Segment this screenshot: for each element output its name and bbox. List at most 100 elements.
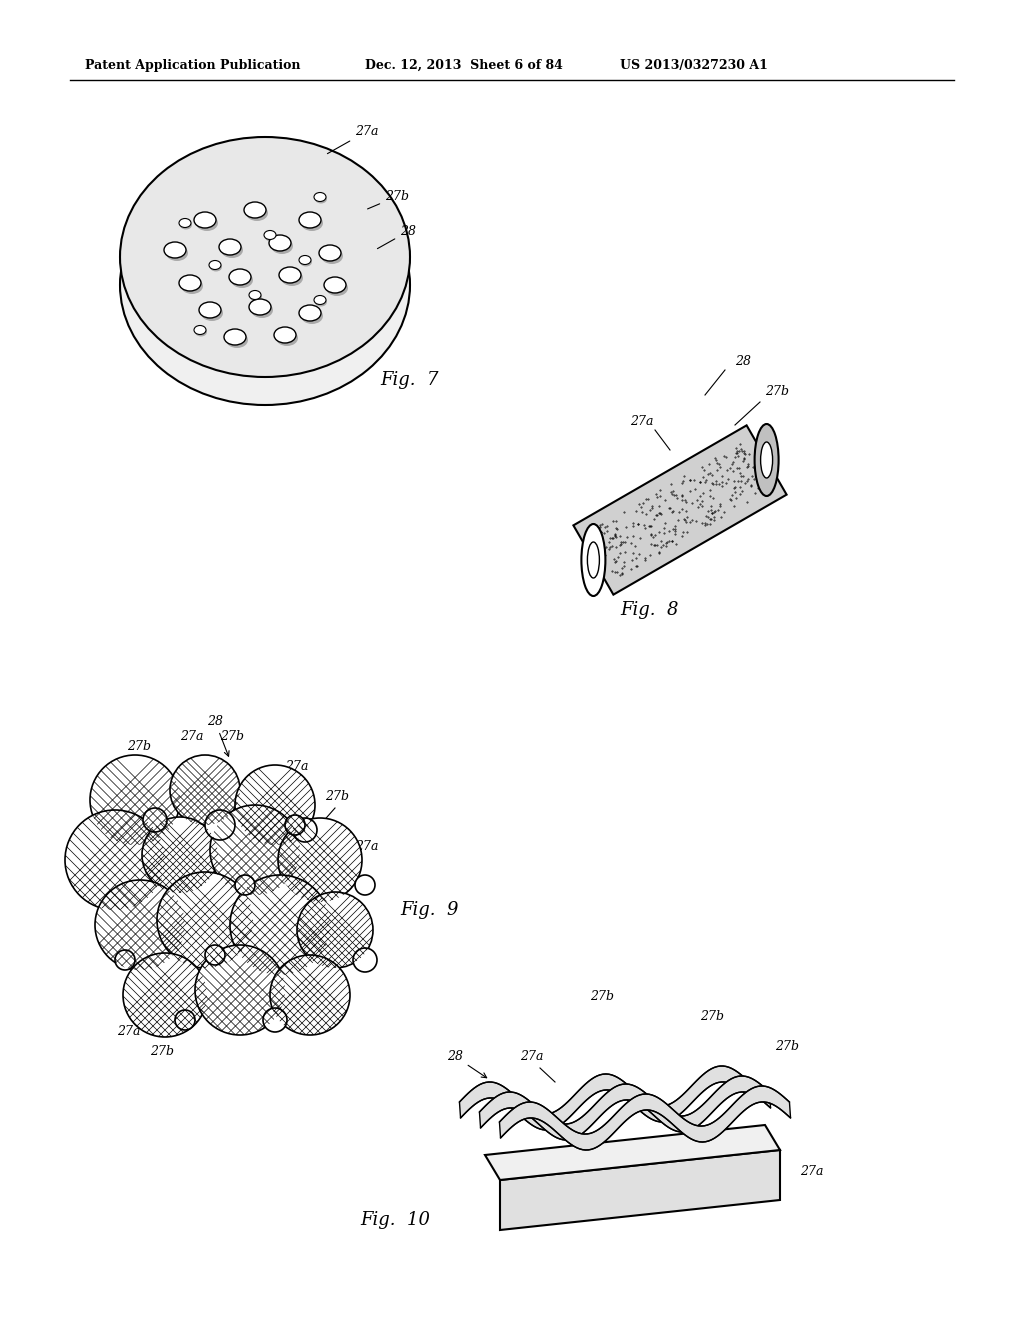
Text: 27b: 27b [127, 741, 151, 752]
Polygon shape [460, 1067, 751, 1130]
Text: 27a: 27a [117, 1026, 140, 1038]
Ellipse shape [229, 269, 251, 285]
Ellipse shape [194, 213, 216, 228]
Ellipse shape [249, 290, 261, 300]
Text: 27b: 27b [765, 385, 790, 399]
Circle shape [175, 1010, 195, 1030]
Ellipse shape [221, 242, 243, 257]
Text: 27b: 27b [775, 1040, 799, 1053]
Ellipse shape [761, 442, 772, 478]
Circle shape [123, 953, 207, 1038]
Ellipse shape [209, 260, 221, 269]
Ellipse shape [300, 257, 312, 267]
Text: 27a: 27a [328, 125, 379, 153]
Ellipse shape [120, 165, 410, 405]
Ellipse shape [166, 246, 188, 261]
Polygon shape [479, 1076, 770, 1140]
Polygon shape [500, 1086, 791, 1150]
Ellipse shape [315, 297, 327, 306]
Ellipse shape [279, 267, 301, 282]
Circle shape [293, 818, 317, 842]
Ellipse shape [326, 280, 348, 296]
Ellipse shape [301, 308, 323, 323]
Ellipse shape [264, 231, 276, 239]
Text: 27b: 27b [220, 730, 244, 743]
Text: 27a: 27a [180, 730, 204, 743]
Ellipse shape [276, 330, 298, 346]
Ellipse shape [226, 333, 248, 348]
Polygon shape [485, 1125, 780, 1180]
Circle shape [195, 945, 285, 1035]
Text: Fig.  7: Fig. 7 [380, 371, 438, 389]
Ellipse shape [120, 137, 410, 378]
Ellipse shape [181, 279, 203, 294]
Ellipse shape [251, 302, 273, 318]
Circle shape [65, 810, 165, 909]
Ellipse shape [299, 305, 321, 321]
Circle shape [353, 948, 377, 972]
Ellipse shape [210, 263, 222, 272]
Ellipse shape [195, 327, 207, 337]
Circle shape [90, 755, 180, 845]
Text: Patent Application Publication: Patent Application Publication [85, 58, 300, 71]
Ellipse shape [315, 194, 327, 203]
Ellipse shape [249, 300, 271, 315]
Ellipse shape [196, 215, 218, 231]
Text: 27b: 27b [325, 789, 349, 803]
Ellipse shape [180, 220, 193, 230]
Text: 27a: 27a [630, 414, 653, 428]
Text: Fig.  8: Fig. 8 [620, 601, 679, 619]
Ellipse shape [179, 275, 201, 290]
Ellipse shape [314, 296, 326, 305]
Ellipse shape [199, 302, 221, 318]
Text: 27b: 27b [150, 1045, 174, 1059]
Text: 28: 28 [447, 1049, 486, 1077]
Text: 28: 28 [378, 224, 416, 248]
Circle shape [142, 817, 218, 894]
Ellipse shape [281, 271, 303, 286]
Ellipse shape [314, 193, 326, 202]
Ellipse shape [201, 305, 223, 321]
Text: 28: 28 [207, 715, 229, 756]
Text: Dec. 12, 2013  Sheet 6 of 84: Dec. 12, 2013 Sheet 6 of 84 [365, 58, 563, 71]
Circle shape [95, 880, 185, 970]
Circle shape [234, 875, 255, 895]
Circle shape [278, 818, 362, 902]
Circle shape [285, 814, 305, 836]
Text: 27b: 27b [700, 1010, 724, 1023]
Ellipse shape [179, 219, 191, 227]
Circle shape [170, 755, 240, 825]
Ellipse shape [269, 235, 291, 251]
Circle shape [143, 808, 167, 832]
Ellipse shape [299, 213, 321, 228]
Ellipse shape [271, 238, 293, 253]
Polygon shape [573, 425, 786, 594]
Circle shape [230, 875, 330, 975]
Text: 28: 28 [735, 355, 751, 368]
Ellipse shape [219, 239, 241, 255]
Circle shape [234, 766, 315, 845]
Ellipse shape [164, 242, 186, 257]
Circle shape [355, 875, 375, 895]
Ellipse shape [755, 424, 778, 496]
Text: 27b: 27b [590, 990, 614, 1003]
Ellipse shape [231, 272, 253, 288]
Text: 27a: 27a [355, 840, 379, 853]
Ellipse shape [324, 277, 346, 293]
Circle shape [210, 805, 300, 895]
Text: 27a: 27a [520, 1049, 544, 1063]
Circle shape [205, 945, 225, 965]
Ellipse shape [319, 246, 341, 261]
Polygon shape [500, 1150, 780, 1230]
Circle shape [205, 810, 234, 840]
Ellipse shape [301, 215, 323, 231]
Text: 27a: 27a [800, 1166, 823, 1177]
Ellipse shape [274, 327, 296, 343]
Ellipse shape [321, 248, 343, 264]
Ellipse shape [244, 202, 266, 218]
Ellipse shape [194, 326, 206, 334]
Ellipse shape [582, 524, 605, 597]
Text: US 2013/0327230 A1: US 2013/0327230 A1 [620, 58, 768, 71]
Text: Fig.  10: Fig. 10 [360, 1210, 430, 1229]
Ellipse shape [588, 543, 599, 578]
